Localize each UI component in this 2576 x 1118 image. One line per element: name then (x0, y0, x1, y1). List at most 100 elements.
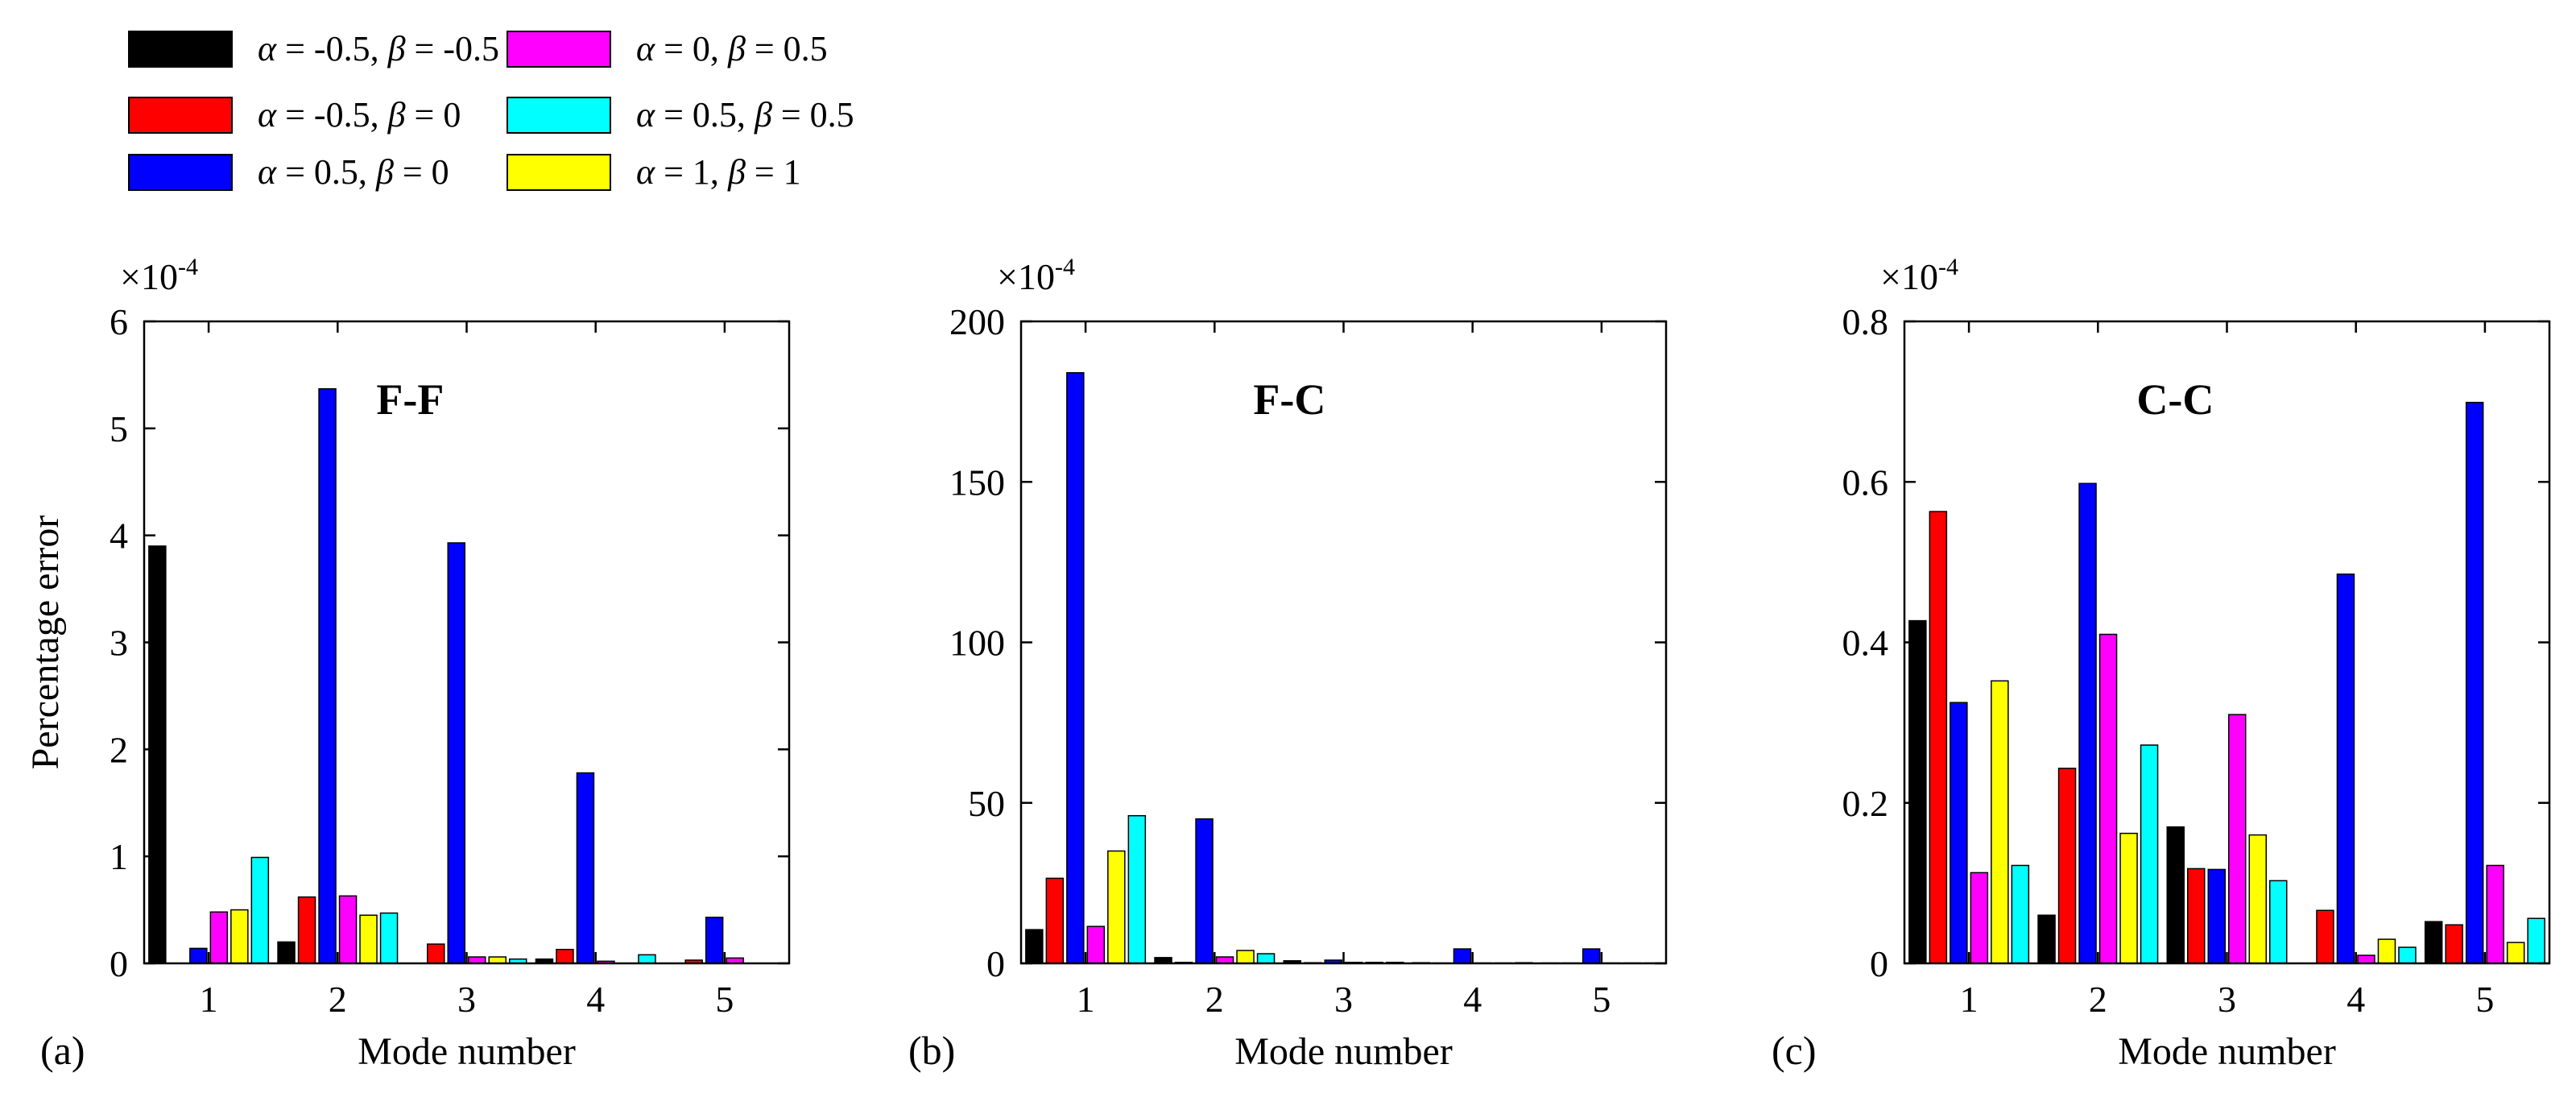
bar (2424, 921, 2443, 964)
x-tick-label: 5 (2475, 979, 2494, 1020)
bar (1086, 925, 1106, 964)
y-tick-label: 100 (949, 623, 1005, 664)
bar (2228, 714, 2247, 964)
y-tick-label: 0 (110, 943, 128, 984)
bar (2269, 880, 2288, 964)
y-tick-label: 2 (110, 729, 128, 770)
panel-label: (b) (908, 1028, 955, 1073)
legend-label: α = -0.5, β = -0.5 (258, 29, 499, 68)
bar (1045, 877, 1065, 964)
legend-swatch (128, 97, 233, 134)
bar (2011, 864, 2030, 964)
boundary-annotation: C-C (2136, 375, 2214, 424)
bar (1256, 953, 1276, 964)
y-tick-label: 3 (110, 623, 128, 664)
bar (209, 911, 229, 964)
chart-panel: 0 50 100 150 200 1 2 3 4 5 Mode number (b) ×10-4 F-C (908, 254, 1668, 1073)
bar (1991, 680, 2009, 964)
x-tick-label: 1 (200, 979, 218, 1020)
bar (318, 387, 337, 964)
x-tick-label: 4 (586, 979, 605, 1020)
bar (2140, 744, 2159, 964)
legend-swatch (128, 154, 233, 191)
boundary-annotation: F-F (376, 375, 444, 424)
chart-panel: 0 1 2 3 4 5 6 1 2 3 4 5 Mode number (a) ×10-4 F-F Percen… (24, 254, 791, 1073)
x-tick-label: 1 (1077, 979, 1095, 1020)
legend-label: α = 0.5, β = 0 (258, 152, 449, 192)
bar (1025, 929, 1044, 964)
bar (1236, 950, 1255, 964)
y-tick-label: 0 (1870, 943, 1888, 984)
bar (2377, 938, 2396, 964)
x-tick-label: 3 (2218, 979, 2236, 1020)
bar (1127, 814, 1147, 964)
y-tick-label: 0 (986, 943, 1005, 984)
x-tick-label: 5 (1592, 979, 1611, 1020)
y-tick-label: 5 (110, 408, 128, 449)
x-tick-label: 1 (1960, 979, 1979, 1020)
y-tick-label: 50 (968, 783, 1005, 824)
x-tick-label: 3 (1334, 979, 1353, 1020)
legend-label: α = -0.5, β = 0 (258, 95, 461, 135)
bar (427, 943, 445, 964)
x-axis-label: Mode number (2118, 1030, 2336, 1073)
scale-factor-label: ×10-4 (1880, 254, 1958, 297)
scale-exponent: -4 (178, 254, 198, 280)
scale-base: ×10 (1880, 256, 1938, 297)
bar (2398, 946, 2417, 964)
legend-label: α = 1, β = 1 (636, 152, 801, 192)
scale-exponent: -4 (1055, 254, 1075, 280)
bar (1929, 511, 1948, 964)
legend-swatch (128, 31, 233, 68)
y-tick-label: 150 (949, 462, 1005, 503)
bar (2316, 909, 2334, 964)
bar (2187, 867, 2206, 964)
x-tick-label: 5 (715, 979, 734, 1020)
legend-swatch (507, 31, 611, 68)
y-tick-label: 0.6 (1842, 462, 1889, 503)
bar (379, 912, 399, 964)
x-tick-label: 2 (1205, 979, 1224, 1020)
bar (2248, 834, 2267, 964)
x-tick-label: 2 (2089, 979, 2107, 1020)
bar (1107, 850, 1126, 964)
x-axis-label: Mode number (358, 1030, 576, 1073)
bar (556, 948, 574, 964)
bar (250, 856, 270, 964)
y-axis-label: Percentage error (24, 516, 67, 770)
y-tick-label: 200 (949, 301, 1005, 342)
bar (447, 542, 465, 964)
y-tick-label: 0.8 (1842, 301, 1889, 342)
y-tick-label: 6 (110, 301, 128, 342)
bar (1582, 948, 1601, 964)
bar (638, 954, 656, 964)
bar (277, 941, 296, 964)
scale-exponent: -4 (1938, 254, 1958, 280)
bar (359, 914, 378, 964)
bar (2506, 942, 2525, 964)
x-tick-label: 4 (2347, 979, 2365, 1020)
x-tick-label: 3 (457, 979, 476, 1020)
x-axis-label: Mode number (1234, 1030, 1453, 1073)
bar (2166, 826, 2185, 964)
bar (2207, 868, 2226, 964)
bar (2527, 917, 2545, 964)
boundary-annotation: F-C (1253, 375, 1325, 424)
scale-base: ×10 (120, 256, 178, 297)
bar (2098, 633, 2118, 964)
y-tick-label: 1 (110, 836, 128, 877)
y-tick-label: 0.4 (1842, 623, 1889, 664)
y-tick-label: 4 (110, 516, 128, 557)
panel-label: (a) (40, 1028, 85, 1073)
bar (2336, 573, 2355, 964)
bar (705, 917, 724, 964)
bar (338, 895, 358, 964)
bar (2486, 864, 2504, 964)
bar (2357, 954, 2375, 964)
bar (2078, 482, 2097, 964)
bar (1950, 702, 1968, 964)
scale-factor-label: ×10-4 (120, 254, 198, 297)
plot-frame (143, 320, 791, 965)
